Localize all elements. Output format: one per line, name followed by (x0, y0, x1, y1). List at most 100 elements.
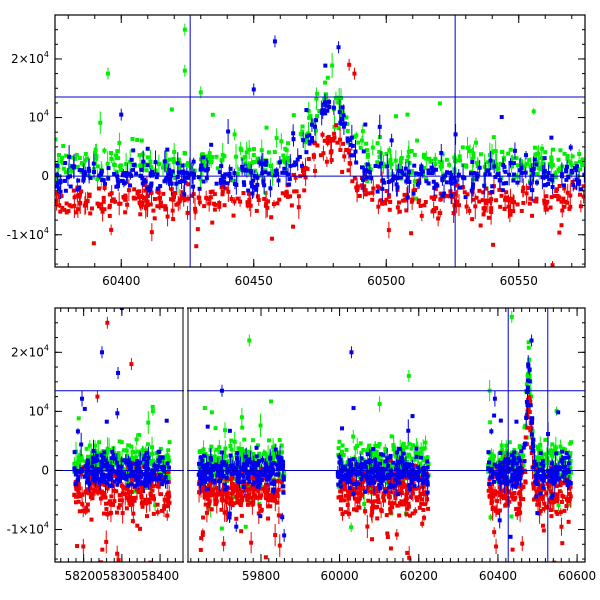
data-point (507, 440, 512, 445)
data-point (416, 465, 421, 470)
data-point (280, 515, 285, 520)
data-point (197, 186, 202, 191)
data-point (87, 443, 92, 448)
data-point (339, 108, 344, 113)
data-point (82, 170, 87, 175)
data-point (145, 203, 150, 208)
data-point (376, 444, 381, 449)
data-point (223, 446, 228, 451)
data-point (117, 439, 122, 444)
data-point (280, 466, 285, 471)
data-point (85, 480, 90, 485)
data-point (252, 462, 257, 467)
data-point (421, 507, 426, 512)
data-point (365, 152, 370, 157)
data-point (252, 464, 257, 469)
data-point (336, 482, 341, 487)
data-point (85, 508, 90, 513)
data-point (295, 157, 300, 162)
data-point (213, 456, 218, 461)
data-point (394, 463, 399, 468)
data-point (247, 479, 252, 484)
y-tick-label: 0 (41, 169, 49, 183)
data-point (376, 459, 381, 464)
data-point (72, 466, 77, 471)
data-point (557, 195, 562, 200)
data-point (344, 147, 349, 152)
data-point (528, 196, 533, 201)
data-point (258, 466, 263, 471)
data-point (159, 458, 164, 463)
data-point (77, 458, 82, 463)
data-point (223, 172, 228, 177)
data-point (506, 198, 511, 203)
data-point (86, 490, 91, 495)
data-point (265, 469, 270, 474)
data-point (375, 494, 380, 499)
data-point (388, 458, 393, 463)
data-point (126, 188, 131, 193)
data-point (391, 174, 396, 179)
data-point (102, 491, 107, 496)
data-point (155, 473, 160, 478)
data-point (418, 495, 423, 500)
data-point (108, 483, 113, 488)
data-point (470, 217, 475, 222)
data-point (302, 188, 307, 193)
data-point (400, 484, 405, 489)
data-point (107, 464, 112, 469)
data-point (335, 470, 340, 475)
data-point (243, 488, 248, 493)
data-point (58, 209, 63, 214)
data-point (412, 179, 417, 184)
data-point (309, 122, 314, 127)
data-point (143, 465, 148, 470)
data-point (201, 160, 206, 165)
data-point (175, 161, 180, 166)
data-point (127, 489, 132, 494)
data-point (507, 208, 512, 213)
data-point (280, 158, 285, 163)
data-point (262, 196, 267, 201)
data-point (379, 509, 384, 514)
data-point (257, 454, 262, 459)
data-point (383, 449, 388, 454)
data-point (386, 463, 391, 468)
data-point (135, 463, 140, 468)
data-point (255, 182, 260, 187)
data-point (395, 205, 400, 210)
data-point (348, 464, 353, 469)
data-point (123, 458, 128, 463)
data-point (515, 163, 520, 168)
data-point (245, 459, 250, 464)
data-point (370, 508, 375, 513)
data-point (512, 172, 517, 177)
data-point (399, 491, 404, 496)
data-point (401, 480, 406, 485)
data-point (202, 453, 207, 458)
data-point (100, 209, 105, 214)
data-point (395, 471, 400, 476)
data-point (284, 189, 289, 194)
data-point (396, 168, 401, 173)
data-point (431, 208, 436, 213)
data-point (335, 140, 340, 145)
data-point (257, 503, 262, 508)
data-point (209, 410, 214, 415)
data-point (439, 164, 444, 169)
data-point (64, 153, 69, 158)
data-point (381, 491, 386, 496)
data-point (112, 499, 117, 504)
data-point (367, 170, 372, 175)
data-point (279, 443, 284, 448)
data-point (115, 456, 120, 461)
data-point (310, 139, 315, 144)
data-point (490, 482, 495, 487)
data-point (287, 177, 292, 182)
data-point (201, 476, 206, 481)
data-point (201, 155, 206, 160)
data-point (62, 178, 67, 183)
data-point (232, 171, 237, 176)
data-point (358, 484, 363, 489)
data-point (382, 475, 387, 480)
